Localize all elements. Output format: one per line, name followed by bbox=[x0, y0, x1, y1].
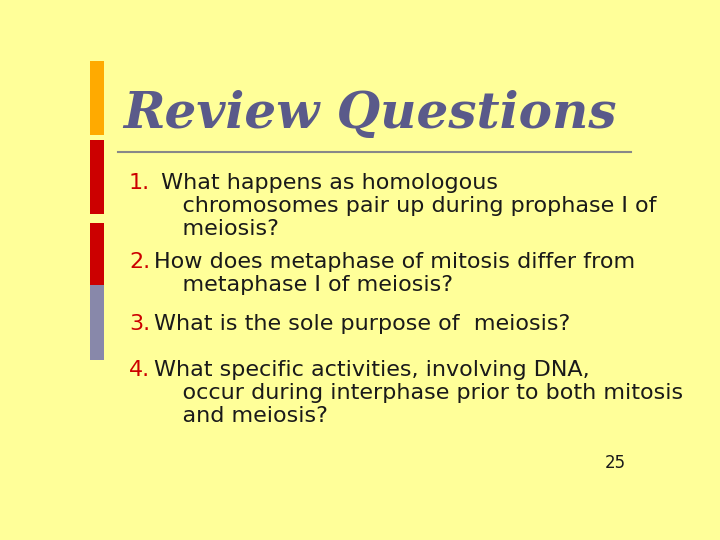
Text: What happens as homologous
    chromosomes pair up during prophase I of
    meio: What happens as homologous chromosomes p… bbox=[154, 173, 657, 239]
Text: 25: 25 bbox=[605, 454, 626, 472]
Text: What specific activities, involving DNA,
    occur during interphase prior to bo: What specific activities, involving DNA,… bbox=[154, 360, 683, 427]
Text: Review Questions: Review Questions bbox=[124, 90, 617, 139]
Text: 1.: 1. bbox=[129, 173, 150, 193]
Text: What is the sole purpose of  meiosis?: What is the sole purpose of meiosis? bbox=[154, 314, 570, 334]
Bar bbox=[90, 285, 104, 360]
Text: How does metaphase of mitosis differ from
    metaphase I of meiosis?: How does metaphase of mitosis differ fro… bbox=[154, 252, 635, 295]
Text: 4.: 4. bbox=[129, 360, 150, 380]
Text: 3.: 3. bbox=[129, 314, 150, 334]
Bar bbox=[90, 223, 104, 285]
Text: 2.: 2. bbox=[129, 252, 150, 272]
Bar bbox=[90, 60, 104, 136]
Bar bbox=[90, 140, 104, 214]
